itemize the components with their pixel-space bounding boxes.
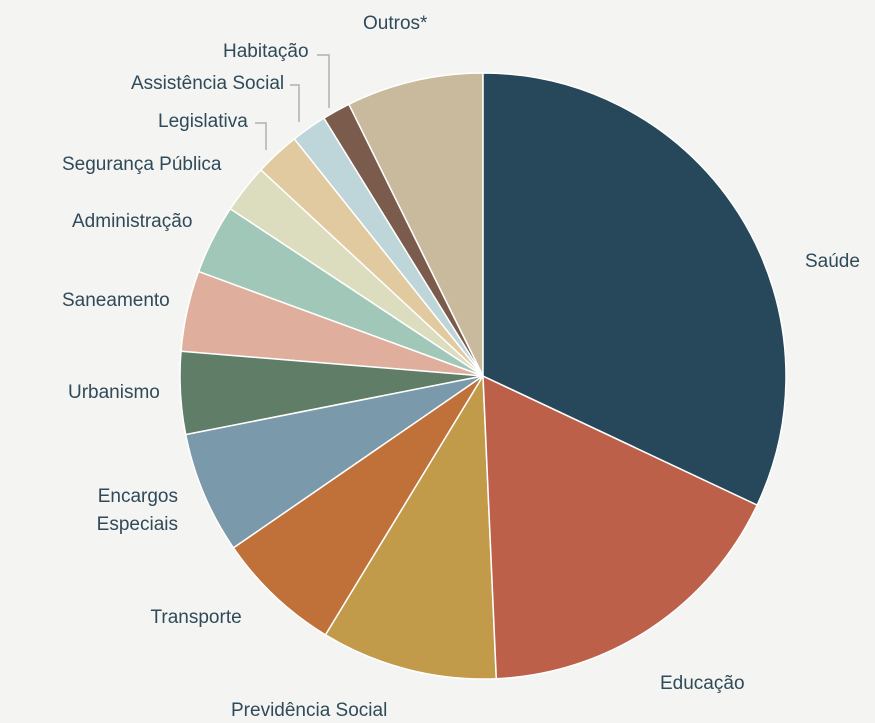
leader-line — [317, 54, 330, 108]
slice-label: Outros* — [363, 13, 428, 34]
slice-label: Saneamento — [62, 290, 170, 311]
slice-label: Segurança Pública — [62, 154, 222, 175]
slice-label: Assistência Social — [131, 73, 285, 94]
leader-line — [255, 122, 267, 150]
slice-label: Encargos Especiais — [96, 486, 178, 535]
slice-label: Educação — [660, 673, 745, 694]
pie-slice — [347, 72, 484, 377]
slice-label: Urbanismo — [68, 382, 160, 403]
slice-label: Saúde — [805, 251, 860, 272]
slice-label: Transporte — [150, 607, 242, 628]
slice-label: Habitação — [223, 41, 309, 62]
pie-slice — [232, 375, 484, 636]
slice-label: Legislativa — [158, 111, 248, 132]
leader-line — [290, 84, 300, 122]
pie-slice — [482, 72, 787, 507]
leader-lines — [255, 54, 330, 150]
pie-slice — [184, 375, 484, 549]
slice-label: Previdência Social — [231, 700, 388, 721]
pie-slice — [324, 373, 498, 680]
slice-label: Administração — [72, 211, 193, 232]
pie-slice — [482, 374, 759, 680]
